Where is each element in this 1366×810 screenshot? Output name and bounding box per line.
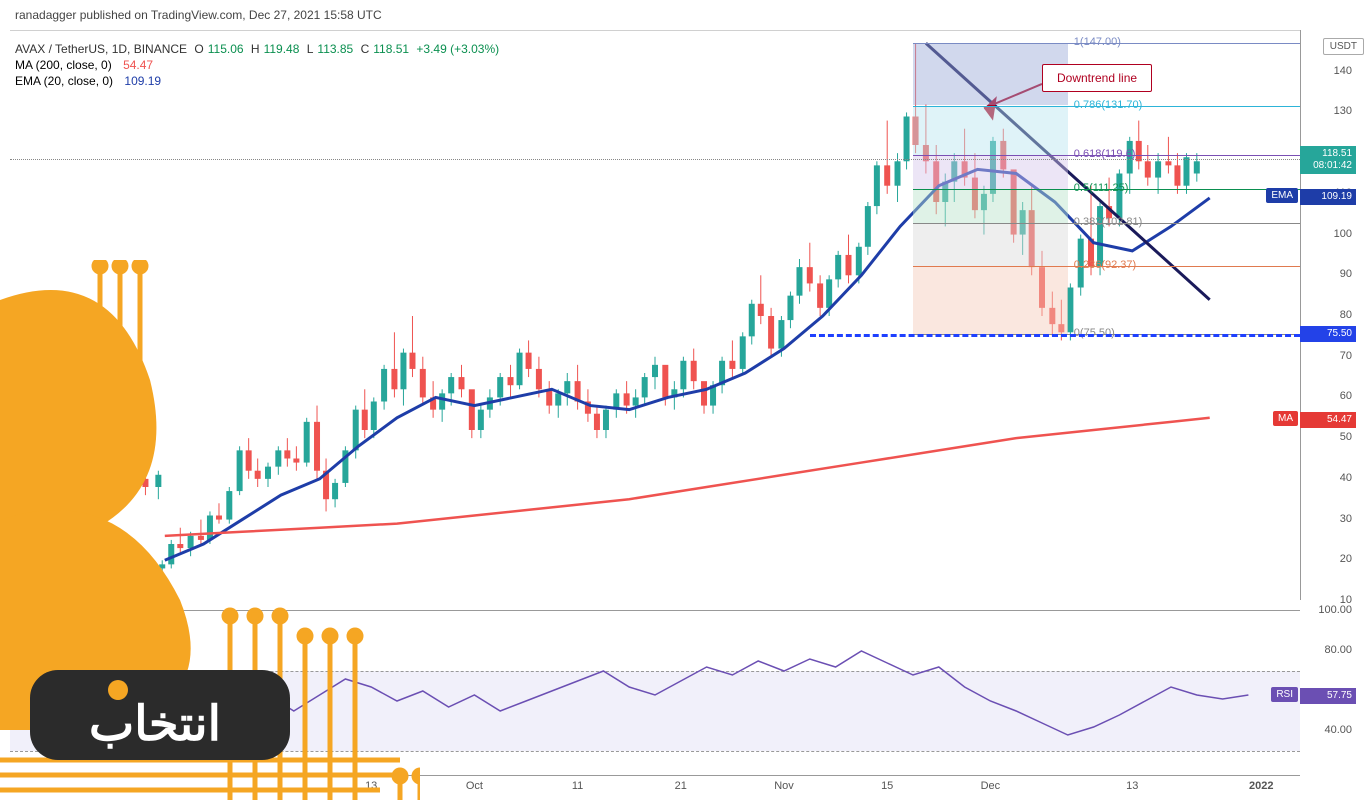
price-tick: 130 — [1304, 105, 1352, 117]
price-chart-area[interactable]: 1(147.00) 0.786(131.70) 0.618(119.6) 0.5(11… — [10, 30, 1300, 600]
time-tick: Nov — [774, 780, 794, 792]
price-axis: 1020304050607075.508090100110120130140 — [1300, 30, 1356, 600]
axis-price-label: 109.19 — [1300, 189, 1356, 205]
price-tick: 60 — [1304, 390, 1352, 402]
time-tick: 21 — [675, 780, 687, 792]
price-tick: 90 — [1304, 268, 1352, 280]
support-line — [810, 334, 1300, 337]
fib-label: 0.618(119.6) — [1074, 148, 1136, 160]
fib-zone — [913, 189, 1068, 223]
axis-price-label: 75.50 — [1300, 326, 1356, 342]
time-axis: 13 Oct 11 21 Nov 15 Dec 13 2022 — [10, 775, 1300, 805]
fib-label: 0.236(92.37) — [1074, 259, 1136, 271]
rsi-value-label: 57.75 — [1300, 688, 1356, 704]
rsi-chart-area[interactable] — [10, 610, 1300, 770]
price-tick: 20 — [1304, 553, 1352, 565]
price-tick: 140 — [1304, 65, 1352, 77]
time-tick: 2022 — [1249, 780, 1273, 792]
fib-zone — [913, 266, 1068, 335]
time-tick: Oct — [466, 780, 483, 792]
indicator-badge: MA — [1273, 411, 1298, 426]
current-price-line — [10, 159, 1300, 160]
price-tick: 100 — [1304, 228, 1352, 240]
rsi-badge: RSI — [1271, 687, 1298, 702]
rsi-tick: 40.00 — [1304, 724, 1352, 736]
rsi-tick: 80.00 — [1304, 644, 1352, 656]
fib-label: 1(147.00) — [1074, 36, 1121, 48]
axis-price-label: 54.47 — [1300, 412, 1356, 428]
fib-zone — [913, 223, 1068, 266]
price-tick: 80 — [1304, 309, 1352, 321]
fib-zone — [913, 106, 1068, 155]
price-tick: 50 — [1304, 431, 1352, 443]
time-tick: Dec — [981, 780, 1001, 792]
fib-label: 0.5(111.25) — [1074, 182, 1129, 194]
fib-label: 0.382(102.81) — [1074, 216, 1143, 228]
publisher-text: ranadagger published on TradingView.com,… — [15, 8, 382, 22]
rsi-tick: 100.00 — [1304, 604, 1352, 616]
downtrend-annotation: Downtrend line — [1042, 64, 1152, 92]
time-tick: 13 — [1126, 780, 1138, 792]
time-tick: 15 — [881, 780, 893, 792]
axis-price-label: 118.5108:01:42 — [1300, 146, 1356, 174]
price-tick: 40 — [1304, 472, 1352, 484]
time-tick: 13 — [365, 780, 377, 792]
price-tick: 70 — [1304, 350, 1352, 362]
tradingview-chart: ranadagger published on TradingView.com,… — [0, 0, 1366, 810]
indicator-badge: EMA — [1266, 188, 1298, 203]
fib-label: 0.786(131.70) — [1074, 99, 1143, 111]
price-tick: 30 — [1304, 513, 1352, 525]
fib-label: 0(75.50) — [1074, 327, 1115, 339]
time-tick: 11 — [572, 780, 583, 792]
